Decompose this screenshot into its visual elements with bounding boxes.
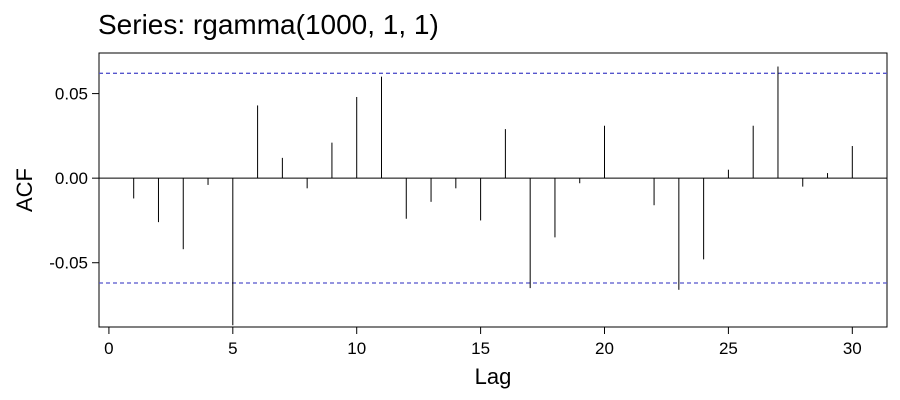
x-tick-label: 0 — [104, 339, 113, 358]
y-tick-label: 0.00 — [55, 169, 88, 188]
x-tick-label: 30 — [843, 339, 862, 358]
x-tick-label: 20 — [595, 339, 614, 358]
x-tick-label: 25 — [719, 339, 738, 358]
y-tick-label: -0.05 — [49, 254, 88, 273]
acf-bars — [133, 66, 853, 326]
y-axis-label: ACF — [12, 168, 37, 212]
x-tick-label: 5 — [228, 339, 237, 358]
x-axis: 0 5 10 15 20 25 30 — [104, 327, 862, 358]
chart-title: Series: rgamma(1000, 1, 1) — [98, 9, 439, 40]
x-tick-label: 15 — [471, 339, 490, 358]
y-tick-label: 0.05 — [55, 85, 88, 104]
x-axis-label: Lag — [475, 364, 512, 389]
x-tick-label: 10 — [347, 339, 366, 358]
y-axis: 0.05 0.00 -0.05 — [49, 85, 99, 273]
plot-frame — [98, 52, 888, 328]
